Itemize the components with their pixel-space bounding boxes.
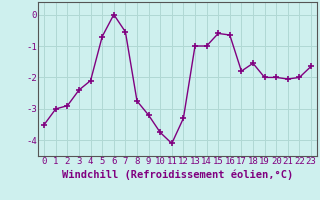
X-axis label: Windchill (Refroidissement éolien,°C): Windchill (Refroidissement éolien,°C) bbox=[62, 169, 293, 180]
